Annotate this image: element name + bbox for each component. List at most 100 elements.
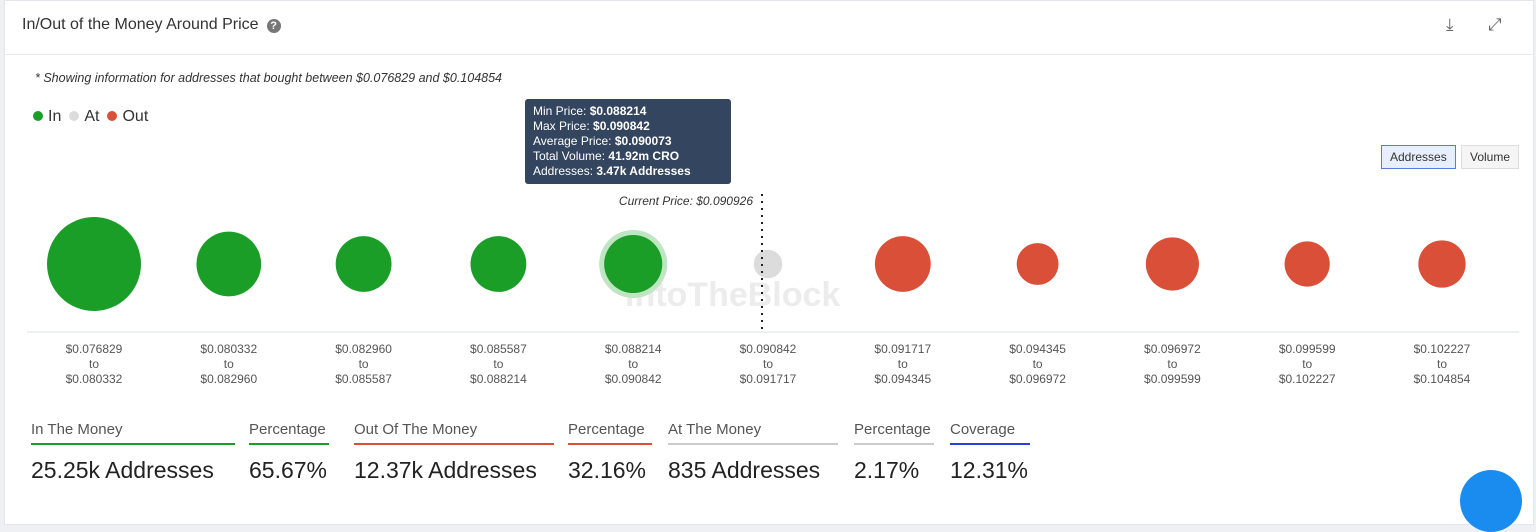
in-out-money-widget: In/Out of the Money Around Price? ⤓ ⤢ * … [4, 0, 1534, 525]
stat-label: Out Of The Money [354, 421, 554, 445]
x-tick-label: to [89, 357, 99, 371]
bubble-tooltip: Min Price: $0.088214 Max Price: $0.09084… [525, 99, 731, 184]
x-tick-label: $0.090842 [740, 342, 797, 356]
stat-value: 12.31% [950, 457, 1029, 483]
expand-icon[interactable]: ⤢ [1488, 15, 1502, 34]
x-tick-label: $0.096972 [1144, 342, 1201, 356]
x-tick-label: to [224, 357, 234, 371]
stat-value: 25.25k Addresses [31, 457, 214, 483]
legend-in[interactable]: In [33, 108, 61, 126]
bubble-out[interactable] [1016, 243, 1059, 285]
stat-label: In The Money [31, 421, 235, 445]
x-tick-label: $0.085587 [335, 372, 392, 386]
stat-value: 65.67% [249, 457, 328, 483]
x-tick-label: $0.104854 [1414, 372, 1471, 386]
x-tick-label: $0.096972 [1009, 372, 1066, 386]
tooltip-value: $0.090073 [614, 134, 672, 148]
x-tick-label: $0.102227 [1414, 342, 1471, 356]
bubble-out[interactable] [1418, 240, 1466, 288]
stat-label: At The Money [668, 421, 838, 445]
x-tick-label: to [628, 357, 638, 371]
x-tick-label: $0.090842 [605, 372, 662, 386]
widget-title: In/Out of the Money Around Price? [22, 16, 281, 34]
x-tick-label: $0.080332 [66, 372, 123, 386]
bubble-in[interactable] [604, 234, 663, 294]
bubble-at[interactable] [753, 249, 783, 279]
bubble-in[interactable] [196, 231, 262, 297]
x-tick-label: $0.091717 [874, 342, 931, 356]
x-tick-label: $0.094345 [874, 372, 931, 386]
bubble-out[interactable] [1145, 237, 1199, 291]
bubble-in[interactable] [335, 236, 392, 292]
x-tick-label: $0.085587 [470, 342, 527, 356]
stat-1: Percentage 65.67% [249, 421, 329, 484]
stat-5: Percentage 2.17% [854, 421, 934, 484]
x-tick-label: $0.094345 [1009, 342, 1066, 356]
stat-value: 2.17% [854, 457, 920, 483]
bubble-in[interactable] [47, 217, 141, 311]
x-tick-label: $0.099599 [1144, 372, 1201, 386]
bubble-out[interactable] [874, 236, 931, 292]
x-tick-label: $0.082960 [335, 342, 392, 356]
x-tick-label: to [1167, 357, 1177, 371]
tooltip-label: Max Price: [533, 119, 590, 133]
bubble-in[interactable] [470, 236, 527, 292]
question-circle-icon[interactable]: ? [266, 19, 281, 33]
addresses-toggle[interactable]: Addresses [1381, 145, 1456, 169]
stat-6: Coverage 12.31% [950, 421, 1030, 484]
tooltip-vol-row: Total Volume: 41.92m CRO [533, 149, 723, 164]
x-tick-label: to [1033, 357, 1043, 371]
legend: In At Out [33, 108, 148, 126]
tooltip-label: Total Volume: [533, 149, 606, 163]
tooltip-label: Addresses: [533, 164, 594, 178]
x-tick-label: to [1302, 357, 1312, 371]
x-tick-label: to [898, 357, 908, 371]
x-tick-label: to [493, 357, 503, 371]
tooltip-avg-row: Average Price: $0.090073 [533, 134, 723, 149]
stat-value: 835 Addresses [668, 457, 821, 483]
stat-3: Percentage 32.16% [568, 421, 652, 484]
tooltip-value: 41.92m CRO [608, 149, 680, 163]
stat-label: Percentage [249, 421, 329, 445]
x-tick-label: $0.102227 [1279, 372, 1336, 386]
x-tick-label: $0.091717 [740, 372, 797, 386]
divider [5, 54, 1533, 55]
stat-value: 12.37k Addresses [354, 457, 537, 483]
stat-value: 32.16% [568, 457, 647, 483]
x-tick-label: to [359, 357, 369, 371]
tooltip-addr-row: Addresses: 3.47k Addresses [533, 164, 723, 179]
legend-at[interactable]: At [69, 108, 99, 126]
legend-out[interactable]: Out [107, 108, 148, 126]
tooltip-value: $0.088214 [589, 104, 647, 118]
x-tick-label: $0.088214 [605, 342, 662, 356]
tooltip-label: Min Price: [533, 104, 587, 118]
volume-toggle[interactable]: Volume [1461, 145, 1520, 169]
bubble-out[interactable] [1284, 241, 1330, 287]
bubble-chart: IntoTheBlock$0.076829to$0.080332$0.08033… [27, 194, 1519, 386]
stat-0: In The Money 25.25k Addresses [31, 421, 235, 484]
stat-4: At The Money 835 Addresses [668, 421, 838, 484]
x-tick-label: $0.076829 [66, 342, 123, 356]
legend-dot-icon [69, 111, 80, 121]
legend-dot-icon [33, 111, 43, 121]
stat-label: Percentage [854, 421, 934, 445]
tooltip-max-row: Max Price: $0.090842 [533, 119, 723, 134]
tooltip-label: Average Price: [533, 134, 612, 148]
download-icon[interactable]: ⤓ [1446, 15, 1454, 34]
current-price-label: Current Price: $0.090926 [619, 194, 753, 208]
x-tick-label: to [1437, 357, 1447, 371]
chat-button[interactable] [1460, 470, 1522, 532]
stat-2: Out Of The Money 12.37k Addresses [354, 421, 554, 484]
legend-dot-icon [107, 111, 118, 121]
tooltip-min-row: Min Price: $0.088214 [533, 104, 723, 119]
x-tick-label: $0.099599 [1279, 342, 1336, 356]
x-tick-label: $0.080332 [200, 342, 257, 356]
stat-label: Coverage [950, 421, 1030, 445]
range-note: * Showing information for addresses that… [35, 71, 503, 85]
x-tick-label: $0.088214 [470, 372, 527, 386]
x-tick-label: $0.082960 [200, 372, 257, 386]
tooltip-value: 3.47k Addresses [596, 164, 691, 178]
tooltip-value: $0.090842 [593, 119, 650, 133]
stat-label: Percentage [568, 421, 652, 445]
x-tick-label: to [763, 357, 773, 371]
